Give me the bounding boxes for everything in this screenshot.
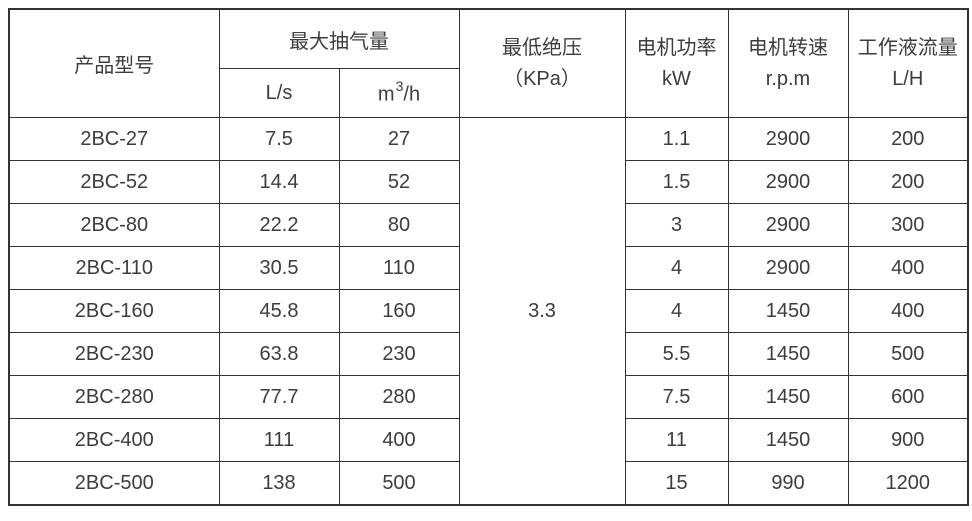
lh-cell: 200 (847, 117, 969, 161)
lh-cell: 900 (847, 418, 969, 462)
kw-cell: 3 (624, 203, 729, 247)
table-row: 2BC-160 45.8 160 4 1450 400 (8, 289, 969, 333)
min-pressure-merged-cell: 3.3 (458, 117, 626, 506)
model-cell: 2BC-160 (8, 289, 220, 333)
rpm-cell: 1450 (727, 375, 849, 419)
ls-cell: 22.2 (218, 203, 340, 247)
m3h-cell: 500 (338, 461, 460, 506)
m3h-superscript: 3 (395, 77, 404, 94)
header-motor-power-name: 电机功率 (636, 36, 717, 59)
m3h-cell: 280 (338, 375, 460, 419)
kw-cell: 15 (624, 461, 729, 506)
m3h-cell: 52 (338, 160, 460, 204)
header-unit-ls: L/s (218, 68, 340, 118)
kw-cell: 1.1 (624, 117, 729, 161)
lh-cell: 300 (847, 203, 969, 247)
ls-cell: 30.5 (218, 246, 340, 290)
rpm-cell: 990 (727, 461, 849, 506)
table-row: 2BC-500 138 500 15 990 1200 (8, 461, 969, 506)
table-row: 2BC-80 22.2 80 3 2900 300 (8, 203, 969, 247)
ls-cell: 63.8 (218, 332, 340, 376)
header-fluid-flow-name: 工作液流量 (857, 36, 958, 59)
rpm-cell: 1450 (727, 332, 849, 376)
table-row: 2BC-110 30.5 110 4 2900 400 (8, 246, 969, 290)
lh-cell: 1200 (847, 461, 969, 506)
lh-cell: 500 (847, 332, 969, 376)
m3h-cell: 110 (338, 246, 460, 290)
kw-cell: 4 (624, 246, 729, 290)
ls-cell: 7.5 (218, 117, 340, 161)
model-cell: 2BC-110 (8, 246, 220, 290)
table-row: 2BC-400 111 400 11 1450 900 (8, 418, 969, 462)
header-row-top: 产品型号 最大抽气量 最低绝压 （KPa） 电机功率 kW 电机转速 r.p.m… (8, 8, 969, 118)
kw-cell: 1.5 (624, 160, 729, 204)
kw-cell: 4 (624, 289, 729, 333)
rpm-cell: 1450 (727, 418, 849, 462)
header-motor-power-unit: kW (662, 67, 691, 90)
kw-cell: 7.5 (624, 375, 729, 419)
header-row-units: L/s m3/h (9, 68, 968, 118)
header-min-pressure-unit: （KPa） (503, 67, 581, 90)
header-unit-m3h: m3/h (338, 68, 460, 118)
lh-cell: 400 (847, 246, 969, 290)
header-motor-power: 电机功率 kW (624, 8, 729, 118)
ls-cell: 77.7 (218, 375, 340, 419)
header-fluid-flow-unit: L/H (892, 67, 924, 90)
m3h-cell: 27 (338, 117, 460, 161)
model-cell: 2BC-230 (8, 332, 220, 376)
header-min-pressure: 最低绝压 （KPa） (458, 8, 626, 118)
kw-cell: 11 (624, 418, 729, 462)
lh-cell: 200 (847, 160, 969, 204)
rpm-cell: 2900 (727, 117, 849, 161)
header-motor-speed-name: 电机转速 (748, 36, 828, 59)
header-motor-speed-unit: r.p.m (765, 67, 811, 90)
lh-cell: 400 (847, 289, 969, 333)
rpm-cell: 1450 (727, 289, 849, 333)
pump-spec-table: 产品型号 最大抽气量 最低绝压 （KPa） 电机功率 kW 电机转速 r.p.m… (8, 8, 969, 506)
model-cell: 2BC-80 (8, 203, 220, 247)
ls-cell: 14.4 (218, 160, 340, 204)
kw-cell: 5.5 (624, 332, 729, 376)
header-max-capacity: 最大抽气量 (218, 8, 460, 69)
rpm-cell: 2900 (727, 203, 849, 247)
model-cell: 2BC-52 (8, 160, 220, 204)
ls-cell: 111 (218, 418, 340, 462)
model-cell: 2BC-400 (8, 418, 220, 462)
rpm-cell: 2900 (727, 246, 849, 290)
lh-cell: 600 (847, 375, 969, 419)
rpm-cell: 2900 (727, 160, 849, 204)
m3h-cell: 80 (338, 203, 460, 247)
table-row: 2BC-230 63.8 230 5.5 1450 500 (8, 332, 969, 376)
header-product-model: 产品型号 (8, 8, 220, 118)
m3h-cell: 400 (338, 418, 460, 462)
model-cell: 2BC-280 (8, 375, 220, 419)
m3h-base: m (377, 83, 395, 106)
table-row: 2BC-27 7.5 27 3.3 1.1 2900 200 (8, 117, 969, 506)
model-cell: 2BC-27 (8, 117, 220, 161)
header-min-pressure-name: 最低绝压 (502, 36, 582, 59)
model-cell: 2BC-500 (8, 461, 220, 506)
header-fluid-flow: 工作液流量 L/H (847, 8, 969, 118)
ls-cell: 45.8 (218, 289, 340, 333)
m3h-cell: 230 (338, 332, 460, 376)
m3h-rest: /h (403, 83, 421, 106)
header-motor-speed: 电机转速 r.p.m (727, 8, 849, 118)
m3h-cell: 160 (338, 289, 460, 333)
ls-cell: 138 (218, 461, 340, 506)
